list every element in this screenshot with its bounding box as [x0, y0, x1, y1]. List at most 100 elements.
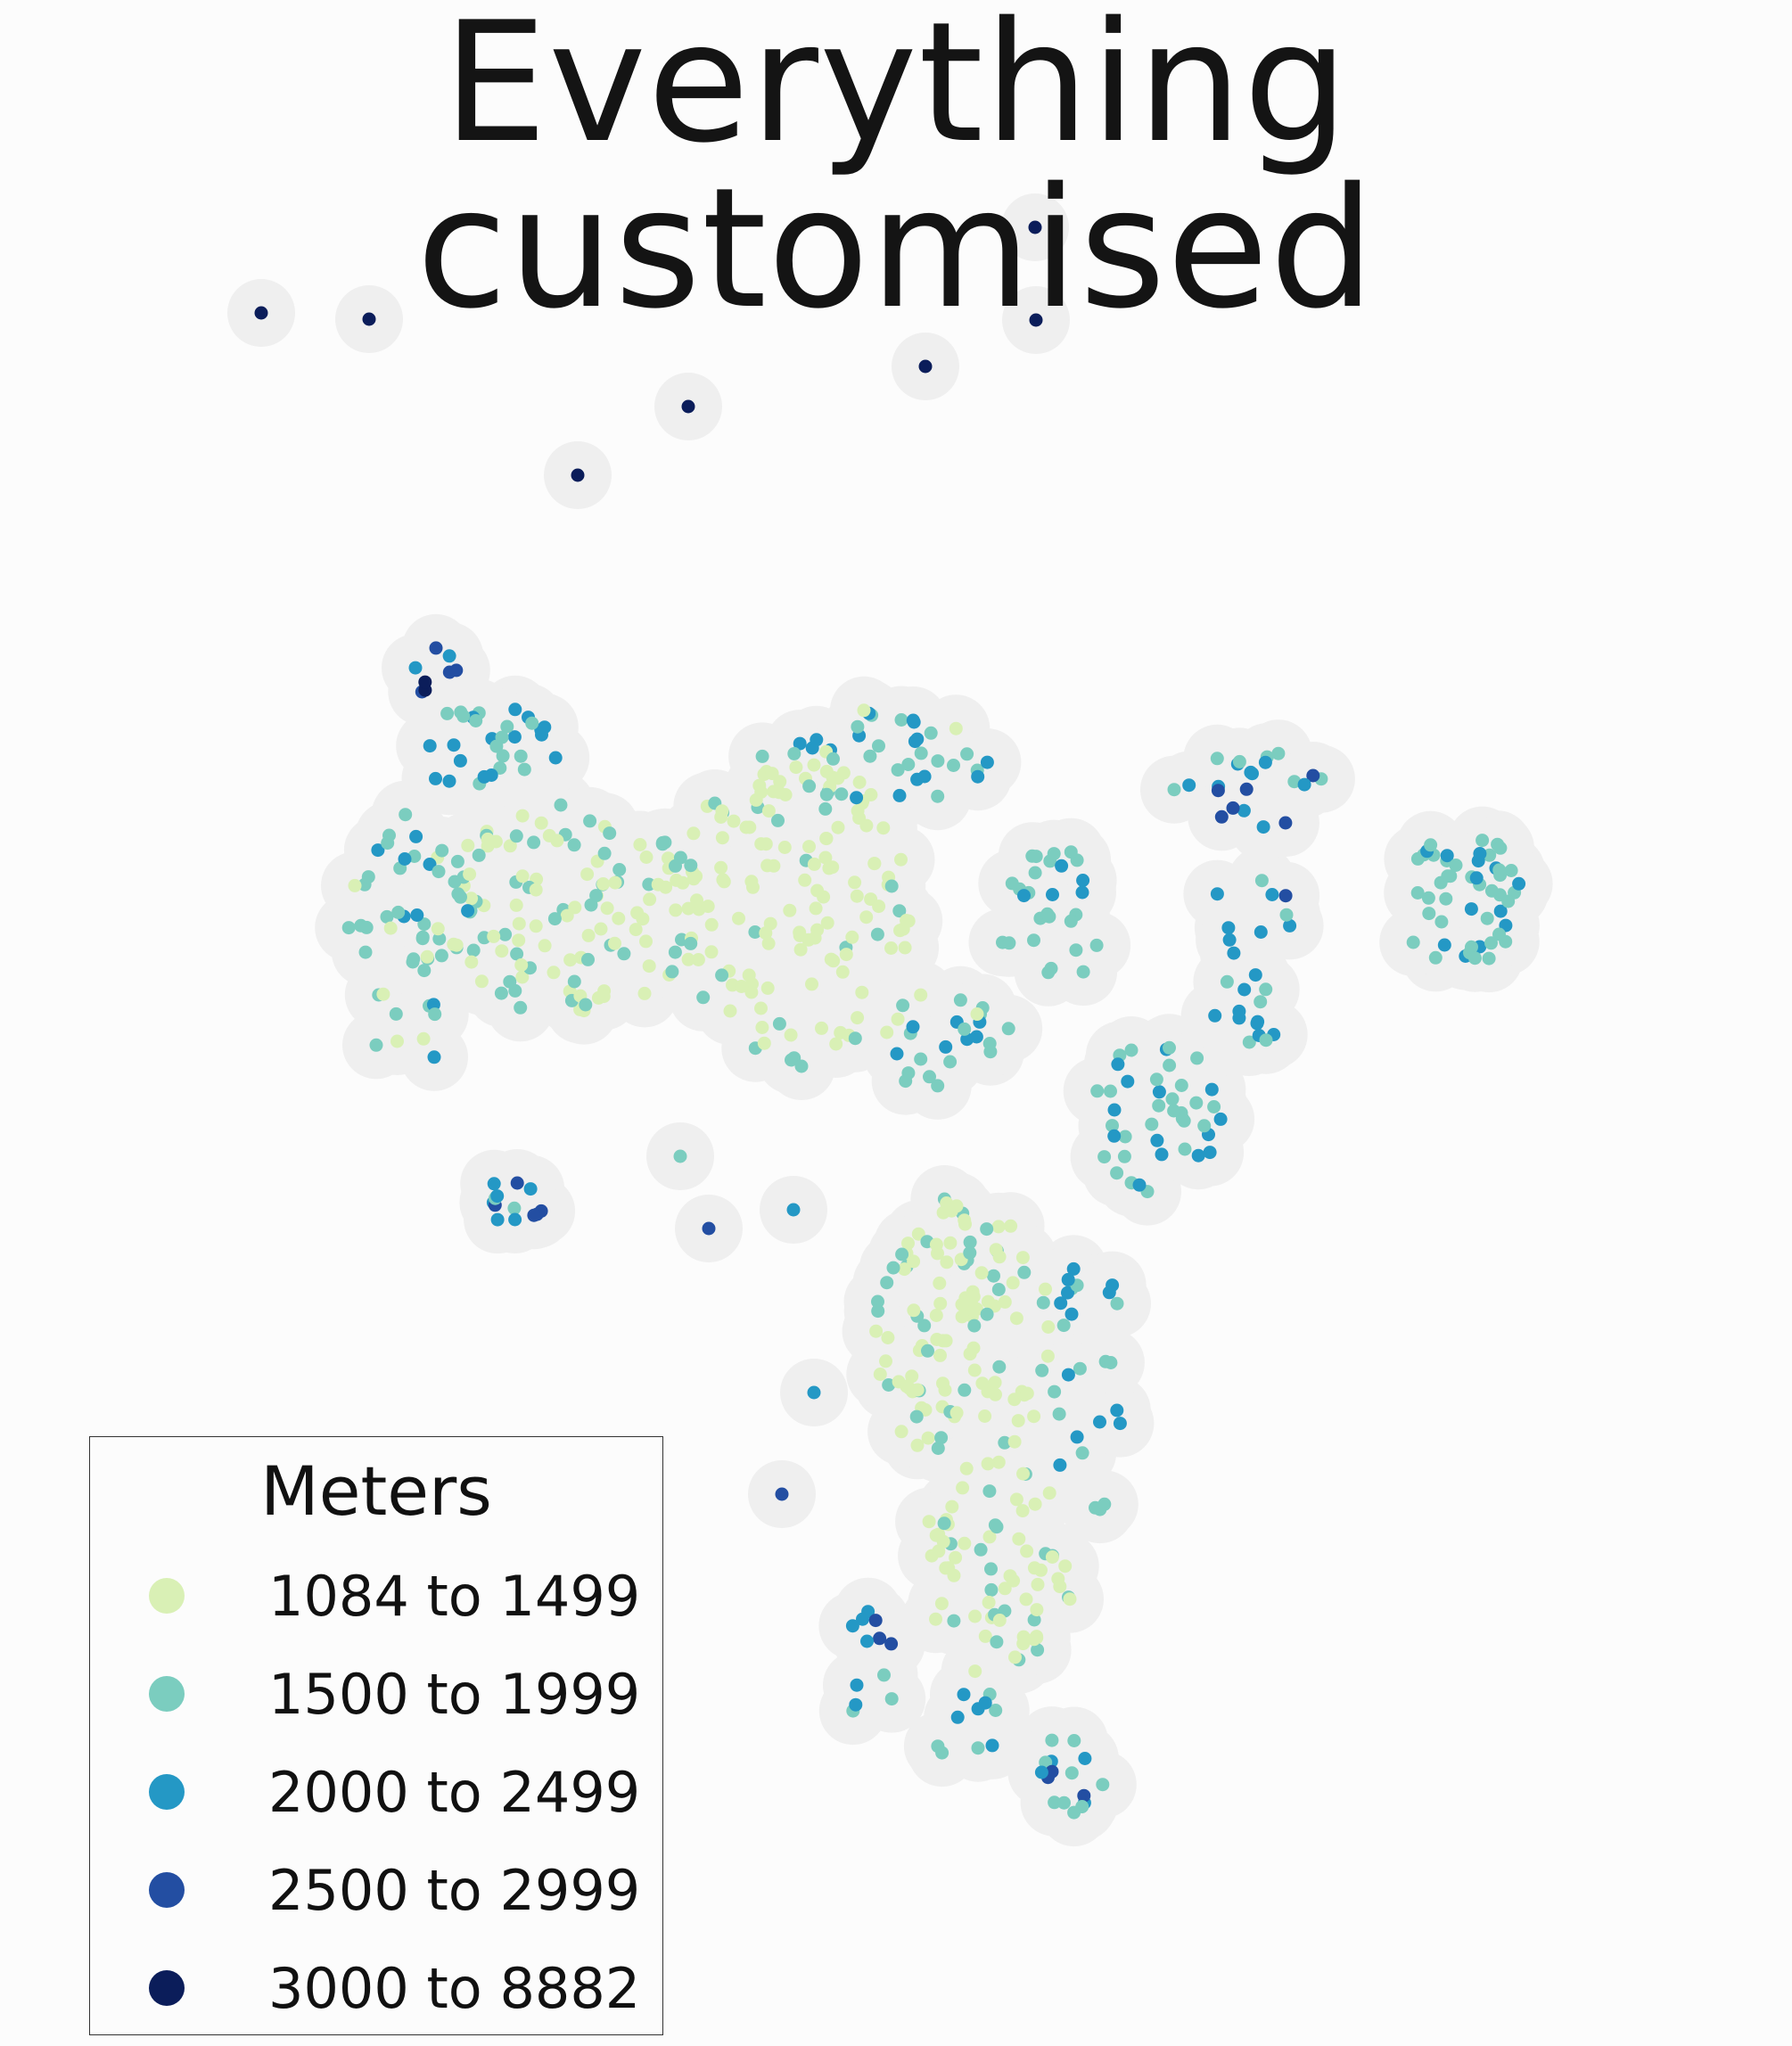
- elevation-point: [1003, 1569, 1017, 1583]
- elevation-point: [819, 832, 834, 846]
- elevation-point: [727, 814, 741, 828]
- elevation-point: [1046, 888, 1059, 901]
- elevation-point: [936, 1376, 949, 1391]
- elevation-point: [691, 953, 705, 966]
- elevation-point: [512, 933, 526, 948]
- elevation-point: [958, 1536, 972, 1550]
- elevation-point: [914, 1052, 928, 1066]
- elevation-point: [732, 911, 745, 925]
- elevation-point: [765, 767, 779, 781]
- elevation-point: [1469, 871, 1484, 885]
- elevation-point: [884, 941, 898, 955]
- elevation-point: [1428, 950, 1443, 965]
- elevation-point: [943, 1055, 958, 1069]
- elevation-point: [1245, 767, 1259, 781]
- elevation-point: [420, 949, 434, 964]
- elevation-point: [1036, 1295, 1050, 1310]
- elevation-point: [807, 1385, 821, 1400]
- elevation-point: [668, 945, 682, 959]
- elevation-point: [971, 769, 985, 784]
- elevation-point: [1163, 1058, 1177, 1072]
- elevation-point: [998, 1582, 1012, 1596]
- elevation-point: [869, 1324, 884, 1338]
- elevation-point: [947, 1614, 961, 1628]
- elevation-point: [863, 749, 877, 763]
- elevation-point: [909, 1409, 924, 1424]
- elevation-point: [826, 752, 840, 766]
- elevation-point: [735, 980, 749, 993]
- elevation-point: [949, 721, 963, 735]
- elevation-point: [529, 919, 543, 933]
- elevation-point: [453, 753, 467, 768]
- elevation-point: [894, 713, 908, 727]
- elevation-point: [1054, 1296, 1068, 1311]
- elevation-point: [1152, 1085, 1166, 1099]
- elevation-point: [793, 925, 807, 940]
- elevation-point: [423, 858, 437, 871]
- elevation-point: [1473, 847, 1487, 860]
- elevation-point: [934, 1597, 949, 1611]
- elevation-point: [450, 854, 464, 868]
- elevation-point: [1019, 1592, 1033, 1606]
- elevation-point: [1174, 1079, 1188, 1092]
- elevation-point: [963, 1245, 977, 1260]
- elevation-point: [1090, 1084, 1105, 1098]
- elevation-point: [1045, 1733, 1059, 1747]
- elevation-point: [785, 1053, 798, 1067]
- elevation-point: [1078, 1752, 1092, 1765]
- elevation-point: [474, 974, 489, 989]
- elevation-point: [918, 359, 933, 374]
- elevation-point: [538, 720, 552, 735]
- elevation-point: [429, 641, 443, 655]
- elevation-point: [984, 1582, 999, 1597]
- elevation-point: [1279, 908, 1294, 922]
- elevation-point: [991, 1220, 1006, 1234]
- elevation-point: [1248, 968, 1262, 982]
- elevation-point: [958, 1383, 972, 1397]
- elevation-point: [464, 955, 479, 969]
- elevation-point: [742, 968, 756, 982]
- elevation-point: [1254, 995, 1268, 1009]
- elevation-point: [608, 936, 621, 950]
- elevation-point: [760, 981, 775, 995]
- elevation-point: [882, 1378, 896, 1392]
- legend-swatch: [149, 1774, 185, 1810]
- elevation-point: [778, 788, 793, 801]
- elevation-point: [1226, 801, 1240, 815]
- elevation-point: [550, 834, 564, 848]
- elevation-point: [829, 1037, 843, 1051]
- elevation-point: [871, 1294, 884, 1309]
- elevation-point: [1211, 784, 1225, 798]
- elevation-point: [826, 860, 840, 875]
- elevation-point: [348, 878, 362, 892]
- elevation-point: [423, 739, 437, 753]
- legend-item: 3000 to 8882: [90, 1952, 662, 2024]
- elevation-point: [1111, 1057, 1125, 1072]
- elevation-point: [1073, 1361, 1087, 1376]
- elevation-point: [684, 936, 698, 950]
- elevation-point: [1424, 838, 1438, 852]
- elevation-point: [931, 754, 945, 768]
- elevation-point: [1058, 1559, 1073, 1574]
- elevation-point: [989, 1387, 1002, 1401]
- elevation-point: [594, 922, 608, 936]
- elevation-point: [381, 836, 395, 850]
- elevation-point: [1449, 859, 1463, 872]
- elevation-point: [845, 930, 859, 944]
- elevation-point: [1048, 1385, 1062, 1399]
- elevation-point: [906, 1020, 920, 1034]
- elevation-point: [376, 987, 390, 1001]
- elevation-point: [894, 852, 908, 867]
- elevation-point: [941, 1561, 956, 1575]
- elevation-point: [968, 1609, 982, 1623]
- elevation-point: [686, 826, 701, 841]
- elevation-point: [529, 883, 543, 897]
- elevation-point: [1020, 1386, 1034, 1401]
- elevation-point: [1006, 1276, 1020, 1290]
- elevation-point: [358, 945, 373, 959]
- elevation-point: [924, 726, 938, 740]
- elevation-point: [510, 1176, 524, 1190]
- elevation-point: [1208, 1008, 1222, 1023]
- elevation-point: [503, 839, 517, 853]
